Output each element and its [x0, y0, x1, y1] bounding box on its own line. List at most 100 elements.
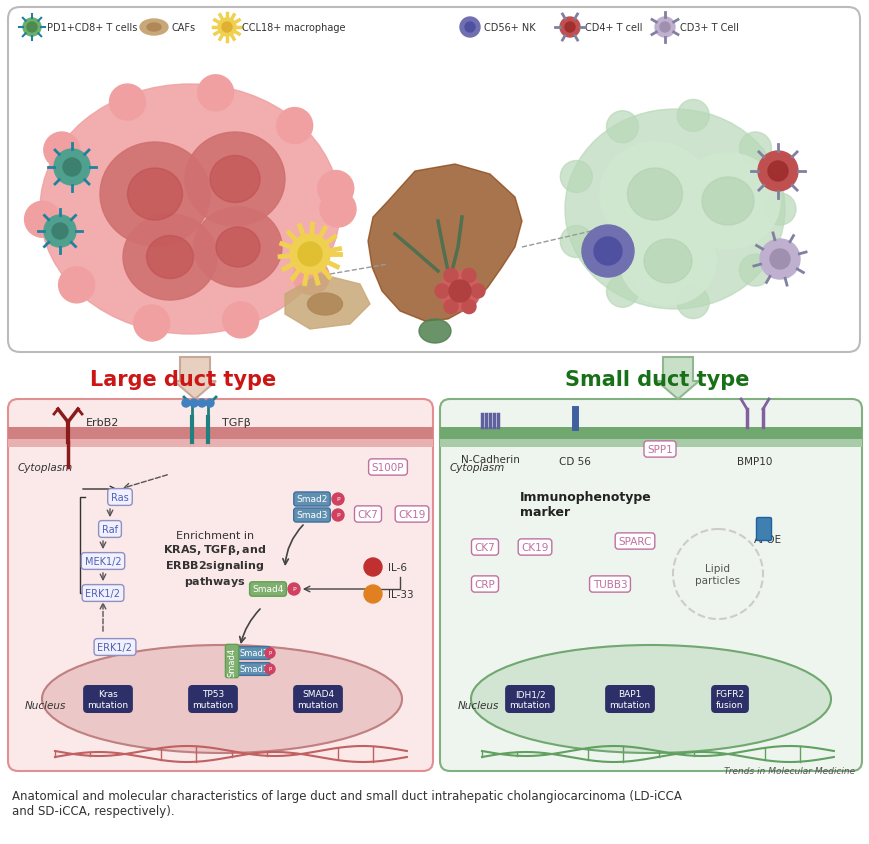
Circle shape	[52, 224, 68, 240]
FancyBboxPatch shape	[756, 518, 771, 541]
Circle shape	[606, 111, 638, 143]
Ellipse shape	[123, 214, 216, 300]
Circle shape	[448, 281, 470, 303]
Circle shape	[109, 85, 145, 121]
Ellipse shape	[470, 645, 830, 753]
Text: Smad2: Smad2	[296, 495, 328, 504]
Ellipse shape	[185, 133, 285, 227]
Text: CAFs: CAFs	[172, 23, 196, 33]
Text: APOE: APOE	[753, 534, 781, 544]
Ellipse shape	[140, 20, 168, 36]
Text: CK7: CK7	[357, 510, 378, 519]
Text: CRP: CRP	[474, 579, 494, 589]
Circle shape	[289, 235, 329, 274]
Text: P: P	[268, 667, 271, 672]
Text: P: P	[335, 513, 340, 518]
Circle shape	[198, 399, 206, 408]
FancyBboxPatch shape	[440, 399, 861, 771]
Text: Kras
mutation: Kras mutation	[88, 690, 129, 709]
Circle shape	[222, 23, 232, 33]
Circle shape	[44, 216, 76, 247]
Ellipse shape	[600, 143, 709, 246]
Circle shape	[189, 399, 198, 408]
Circle shape	[760, 240, 799, 279]
Ellipse shape	[40, 85, 340, 334]
Text: Nucleus: Nucleus	[25, 701, 66, 710]
Circle shape	[763, 194, 795, 225]
Circle shape	[470, 284, 484, 299]
Text: P: P	[292, 587, 295, 592]
Circle shape	[317, 171, 354, 208]
Text: SPARC: SPARC	[618, 537, 651, 546]
Text: CD4+ T cell: CD4+ T cell	[584, 23, 642, 33]
Circle shape	[363, 585, 381, 603]
Polygon shape	[368, 165, 521, 322]
Text: TUBB3: TUBB3	[592, 579, 627, 589]
Ellipse shape	[564, 110, 784, 310]
Text: CK19: CK19	[521, 543, 548, 552]
Circle shape	[767, 162, 787, 181]
Text: Cytoplasm: Cytoplasm	[449, 463, 505, 473]
Circle shape	[769, 250, 789, 270]
Text: Smad4: Smad4	[252, 585, 283, 594]
Circle shape	[43, 133, 80, 169]
Text: Smad2: Smad2	[239, 649, 269, 657]
Text: ERK1/2: ERK1/2	[97, 642, 132, 652]
FancyBboxPatch shape	[8, 399, 433, 771]
Ellipse shape	[620, 218, 715, 306]
Text: Smad3: Smad3	[239, 665, 269, 674]
Text: CK19: CK19	[398, 510, 425, 519]
Circle shape	[288, 583, 300, 595]
Circle shape	[332, 510, 343, 522]
Circle shape	[560, 18, 580, 38]
Ellipse shape	[100, 143, 209, 246]
Circle shape	[581, 225, 634, 278]
Circle shape	[464, 23, 474, 33]
Ellipse shape	[147, 24, 161, 32]
Circle shape	[443, 269, 457, 283]
Text: IDH1/2
mutation: IDH1/2 mutation	[509, 690, 550, 709]
FancyBboxPatch shape	[8, 440, 433, 447]
Circle shape	[460, 18, 480, 38]
Text: CD3+ T Cell: CD3+ T Cell	[680, 23, 738, 33]
Text: IL-33: IL-33	[388, 589, 413, 599]
Circle shape	[606, 276, 638, 308]
Circle shape	[23, 19, 41, 37]
Ellipse shape	[216, 228, 260, 268]
Circle shape	[265, 664, 275, 674]
Circle shape	[739, 255, 771, 287]
Circle shape	[660, 23, 669, 33]
Circle shape	[461, 300, 475, 314]
FancyBboxPatch shape	[8, 8, 859, 353]
FancyArrow shape	[174, 358, 216, 399]
Circle shape	[739, 133, 771, 165]
Circle shape	[564, 23, 574, 33]
Text: BAP1
mutation: BAP1 mutation	[609, 690, 650, 709]
Circle shape	[276, 108, 312, 144]
Text: Trends in Molecular Medicine: Trends in Molecular Medicine	[723, 766, 854, 775]
FancyArrow shape	[656, 358, 698, 399]
Text: Anatomical and molecular characteristics of large duct and small duct intrahepat: Anatomical and molecular characteristics…	[12, 789, 681, 817]
Text: FGFR2
fusion: FGFR2 fusion	[714, 690, 744, 709]
Circle shape	[676, 287, 708, 319]
Ellipse shape	[146, 236, 193, 279]
FancyBboxPatch shape	[440, 428, 861, 447]
Polygon shape	[285, 274, 369, 330]
Ellipse shape	[42, 645, 401, 753]
Text: Raf: Raf	[102, 524, 118, 534]
Text: Lipid
particles: Lipid particles	[694, 564, 740, 585]
Text: Smad4: Smad4	[227, 647, 236, 676]
Text: ErbB2: ErbB2	[86, 418, 119, 428]
FancyBboxPatch shape	[440, 440, 861, 447]
Circle shape	[58, 268, 95, 304]
Circle shape	[440, 272, 480, 311]
Circle shape	[320, 192, 355, 228]
Text: Cytoplasm: Cytoplasm	[18, 463, 73, 473]
Text: BMP10: BMP10	[736, 457, 772, 467]
Text: CK7: CK7	[474, 543, 494, 552]
Circle shape	[461, 269, 475, 283]
Text: Smad3: Smad3	[296, 511, 328, 520]
Circle shape	[27, 23, 37, 33]
Text: CD56+ NK: CD56+ NK	[483, 23, 535, 33]
Text: Large duct type: Large duct type	[90, 370, 276, 390]
